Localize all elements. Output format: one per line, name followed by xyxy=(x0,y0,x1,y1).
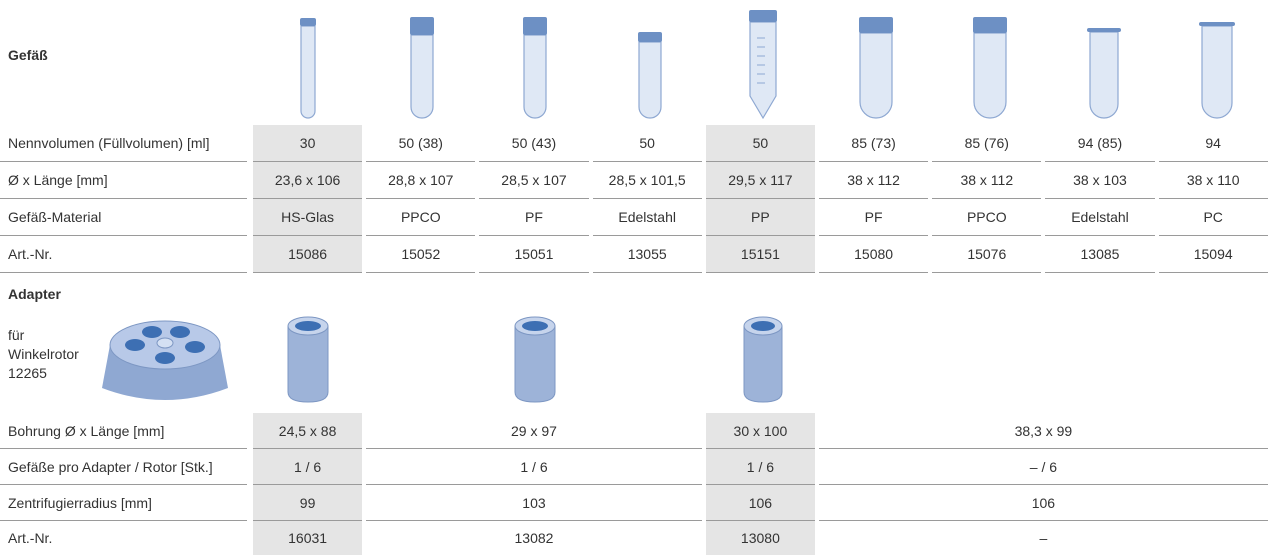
table-cell: 50 (38) xyxy=(366,125,476,162)
illustration xyxy=(638,41,662,119)
illustration xyxy=(859,17,893,33)
table-cell: 15094 xyxy=(1158,236,1268,273)
illustration xyxy=(1199,22,1235,26)
illustration xyxy=(523,17,547,35)
illustration xyxy=(295,321,321,331)
illustration xyxy=(638,32,662,42)
illustration xyxy=(523,34,547,119)
table-cell: 24,5 x 88 xyxy=(253,413,363,449)
illustration xyxy=(1201,25,1233,119)
table-cell: 94 (85) xyxy=(1045,125,1155,162)
table-cell: 85 (76) xyxy=(932,125,1042,162)
table-cell: Edelstahl xyxy=(592,199,702,236)
table-cell: PPCO xyxy=(366,199,476,236)
table-cell: 38 x 103 xyxy=(1045,162,1155,199)
table-cell: 38 x 112 xyxy=(932,162,1042,199)
table-cell: 13085 xyxy=(1045,236,1155,273)
table-cell: 15051 xyxy=(479,236,589,273)
table-cell: 15052 xyxy=(366,236,476,273)
table-cell: PPCO xyxy=(932,199,1042,236)
note-line: für xyxy=(8,327,25,343)
table-cell: 28,5 x 101,5 xyxy=(592,162,702,199)
table-cell: 38 x 112 xyxy=(819,162,929,199)
table-cell: 1 / 6 xyxy=(366,449,702,485)
illustration xyxy=(300,18,316,26)
illustration xyxy=(859,32,893,119)
row-label: Gefäße pro Adapter / Rotor [Stk.] xyxy=(0,449,247,485)
table-cell: 106 xyxy=(819,485,1268,521)
illustration xyxy=(300,25,316,119)
row-label: Zentrifugierradius [mm] xyxy=(0,485,247,521)
illustration xyxy=(514,325,556,403)
table-cell: – xyxy=(1039,530,1048,546)
table-cell: PF xyxy=(479,199,589,236)
row-label: Ø x Länge [mm] xyxy=(0,162,247,199)
note-line: 12265 xyxy=(8,365,47,381)
illustration xyxy=(410,34,434,119)
illustration xyxy=(743,325,783,403)
table-cell: 50 xyxy=(705,125,815,162)
table-cell: 28,5 x 107 xyxy=(479,162,589,199)
illustration xyxy=(973,17,1007,33)
row-label: Gefäß-Material xyxy=(0,199,247,236)
illustration xyxy=(1087,28,1121,32)
table-cell: 29 x 97 xyxy=(366,413,702,449)
table-cell: 16031 xyxy=(253,521,363,555)
table-cell: Edelstahl xyxy=(1045,199,1155,236)
table-cell: 13082 xyxy=(514,530,554,546)
table-cell: 50 xyxy=(592,125,702,162)
table-cell: 29,5 x 117 xyxy=(705,162,815,199)
table-cell: 15151 xyxy=(705,236,815,273)
section-title: Gefäß xyxy=(8,47,48,63)
table-cell: 30 x 100 xyxy=(705,413,815,449)
illustration xyxy=(287,325,329,403)
illustration xyxy=(1089,31,1119,119)
table-cell: 50 (43) xyxy=(479,125,589,162)
illustration xyxy=(522,321,548,331)
table-cell: 15086 xyxy=(253,236,363,273)
illustration xyxy=(170,326,190,338)
table-cell: 103 xyxy=(366,485,702,521)
section-title: Adapter xyxy=(8,286,61,302)
table-cell: 13080 xyxy=(705,521,815,555)
illustration xyxy=(185,341,205,353)
note-line: Winkelrotor xyxy=(8,346,79,362)
table-cell: PF xyxy=(819,199,929,236)
illustration xyxy=(156,337,174,349)
illustration xyxy=(410,17,434,35)
illustration xyxy=(973,32,1007,119)
illustration xyxy=(125,339,145,351)
table-cell: PC xyxy=(1158,199,1268,236)
table-cell: 15080 xyxy=(819,236,929,273)
row-label: Bohrung Ø x Länge [mm] xyxy=(0,413,247,449)
illustration xyxy=(749,10,777,22)
illustration xyxy=(155,352,175,364)
table-cell: 99 xyxy=(253,485,363,521)
table-cell: 13055 xyxy=(592,236,702,273)
table-cell: PP xyxy=(705,199,815,236)
table-cell: HS-Glas xyxy=(253,199,363,236)
table-cell: – / 6 xyxy=(819,449,1268,485)
row-label: Art.-Nr. xyxy=(0,236,247,273)
table-cell: 1 / 6 xyxy=(705,449,815,485)
table-cell: 106 xyxy=(705,485,815,521)
table-cell: 1 / 6 xyxy=(253,449,363,485)
table-cell: 38,3 x 99 xyxy=(819,413,1268,449)
table-cell: 15076 xyxy=(932,236,1042,273)
table-cell: 94 xyxy=(1158,125,1268,162)
row-label: Art.-Nr. xyxy=(8,530,53,546)
illustration xyxy=(142,326,162,338)
table-cell: 28,8 x 107 xyxy=(366,162,476,199)
illustration xyxy=(749,21,777,120)
illustration xyxy=(751,321,775,331)
table-cell: 23,6 x 106 xyxy=(253,162,363,199)
table-cell: 30 xyxy=(253,125,363,162)
table-cell: 85 (73) xyxy=(819,125,929,162)
row-label: Nennvolumen (Füllvolumen) [ml] xyxy=(0,125,247,162)
table-cell: 38 x 110 xyxy=(1158,162,1268,199)
